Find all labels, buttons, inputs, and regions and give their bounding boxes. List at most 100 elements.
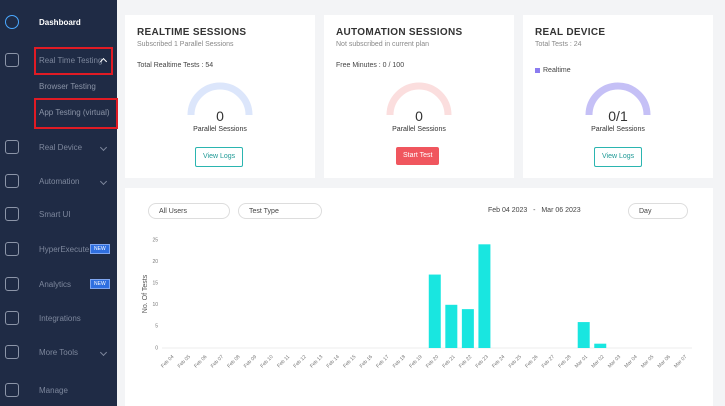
nav-label: Automation: [39, 176, 80, 186]
nav-icon: [5, 242, 19, 256]
nav-icon: [5, 15, 19, 29]
nav-label: HyperExecute: [39, 244, 90, 254]
nav-icon: [5, 383, 19, 397]
x-tick-label: Feb 09: [243, 354, 258, 369]
highlight-box: [34, 98, 118, 129]
legend-swatch: [535, 68, 540, 73]
nav-label: More Tools: [39, 347, 78, 357]
nav-label: Smart UI: [39, 209, 71, 219]
y-tick-label: 10: [152, 302, 158, 308]
nav-icon: [5, 345, 19, 359]
x-tick-label: Feb 20: [425, 354, 440, 369]
nav-item[interactable]: HyperExecute NEW: [0, 234, 117, 264]
nav-item[interactable]: Browser Testing: [0, 71, 117, 101]
nav-item[interactable]: Real Time Testing: [0, 45, 117, 75]
nav-label: Analytics: [39, 279, 72, 289]
x-tick-label: Feb 11: [276, 354, 291, 369]
nav-item[interactable]: Real Device: [0, 132, 117, 162]
gauge-arc: [585, 82, 651, 116]
nav-label: Manage: [39, 385, 68, 395]
x-tick-label: Feb 10: [259, 354, 274, 369]
y-axis-label: No. Of Tests: [142, 274, 149, 313]
nav-item[interactable]: Automation: [0, 166, 117, 196]
button[interactable]: Start Test: [396, 147, 440, 165]
card-title: AUTOMATION SESSIONS: [336, 27, 463, 38]
card-stat: Total Realtime Tests : 54: [137, 62, 214, 69]
x-tick-label: Feb 12: [292, 354, 307, 369]
gauge-label: Parallel Sessions: [392, 126, 446, 133]
x-tick-label: Feb 14: [326, 354, 341, 369]
nav-icon: [5, 311, 19, 325]
nav-label: App Testing (virtual): [39, 107, 110, 117]
gauge-arc: [187, 82, 253, 116]
bar: [428, 274, 441, 348]
nav-item[interactable]: Integrations: [0, 303, 117, 333]
nav-icon: [5, 207, 19, 221]
nav-label: Real Time Testing: [39, 55, 103, 65]
x-tick-label: Feb 18: [392, 354, 407, 369]
nav-item[interactable]: Smart UI: [0, 199, 117, 229]
card: REALTIME SESSIONS Subscribed 1 Parallel S…: [125, 15, 315, 178]
y-tick-label: 15: [152, 281, 158, 287]
card-title: REALTIME SESSIONS: [137, 27, 247, 38]
nav-item[interactable]: More Tools: [0, 337, 117, 367]
card-subtitle: Total Tests : 24: [535, 41, 582, 48]
card: REAL DEVICE Total Tests : 24 Realtime 0/1 Pa…: [523, 15, 713, 178]
nav-label: Real Device: [39, 142, 83, 152]
nav-item[interactable]: Dashboard: [0, 7, 117, 37]
sidebar: Dashboard Real Time Testing Browser Testin…: [0, 0, 117, 406]
gauge: [585, 82, 651, 116]
nav-badge: NEW: [90, 244, 110, 254]
bar: [478, 244, 491, 348]
bar: [577, 322, 590, 348]
y-tick-label: 25: [152, 237, 158, 243]
card-subtitle: Subscribed 1 Parallel Sessions: [137, 41, 234, 48]
gauge-label: Parallel Sessions: [591, 126, 645, 133]
x-tick-label: Feb 15: [342, 354, 357, 369]
nav-label: Integrations: [39, 313, 81, 323]
x-tick-label: Feb 26: [524, 354, 539, 369]
highlight-box: [34, 47, 113, 75]
x-tick-label: Feb 13: [309, 354, 324, 369]
x-tick-label: Feb 23: [475, 354, 490, 369]
nav-icon: [5, 140, 19, 154]
x-tick-label: Feb 22: [458, 354, 473, 369]
button[interactable]: View Logs: [594, 147, 643, 167]
nav-icon: [5, 53, 19, 67]
y-tick-label: 0: [155, 345, 158, 351]
x-tick-label: Feb 28: [557, 354, 572, 369]
y-tick-label: 20: [152, 259, 158, 265]
card-subtitle: Not subscribed in current plan: [336, 41, 429, 48]
card-stat: Free Minutes : 0 / 100: [336, 62, 405, 69]
bar: [461, 309, 474, 348]
x-tick-label: Feb 21: [441, 354, 456, 369]
x-tick-label: Feb 25: [508, 354, 523, 369]
dropdown[interactable]: All Users: [148, 203, 230, 219]
dropdown[interactable]: Test Type: [238, 203, 322, 219]
nav-icon: [5, 174, 19, 188]
x-tick-label: Feb 06: [193, 354, 208, 369]
gauge-arc: [386, 82, 452, 116]
nav-item[interactable]: App Testing (virtual): [0, 97, 117, 127]
gauge: [386, 82, 452, 116]
x-tick-label: Feb 04: [160, 354, 175, 369]
nav-label: Browser Testing: [39, 81, 96, 91]
x-tick-label: Feb 07: [210, 354, 225, 369]
chart-panel: [125, 188, 713, 406]
legend-label: Realtime: [543, 67, 571, 74]
nav-item[interactable]: Analytics NEW: [0, 269, 117, 299]
date-range[interactable]: Feb 04 2023 - Mar 06 2023: [488, 207, 581, 214]
nav-item[interactable]: Manage: [0, 375, 117, 405]
dropdown[interactable]: Day: [628, 203, 688, 219]
x-tick-label: Feb 16: [359, 354, 374, 369]
button[interactable]: View Logs: [195, 147, 244, 167]
x-tick-label: Mar 02: [590, 354, 605, 369]
card: AUTOMATION SESSIONS Not subscribed in cur…: [324, 15, 514, 178]
gauge-value: 0: [415, 108, 423, 124]
gauge-value: 0/1: [608, 108, 628, 124]
x-tick-label: Feb 19: [408, 354, 423, 369]
x-tick-label: Feb 05: [177, 354, 192, 369]
x-tick-label: Mar 01: [574, 354, 589, 369]
x-tick-label: Feb 17: [375, 354, 390, 369]
